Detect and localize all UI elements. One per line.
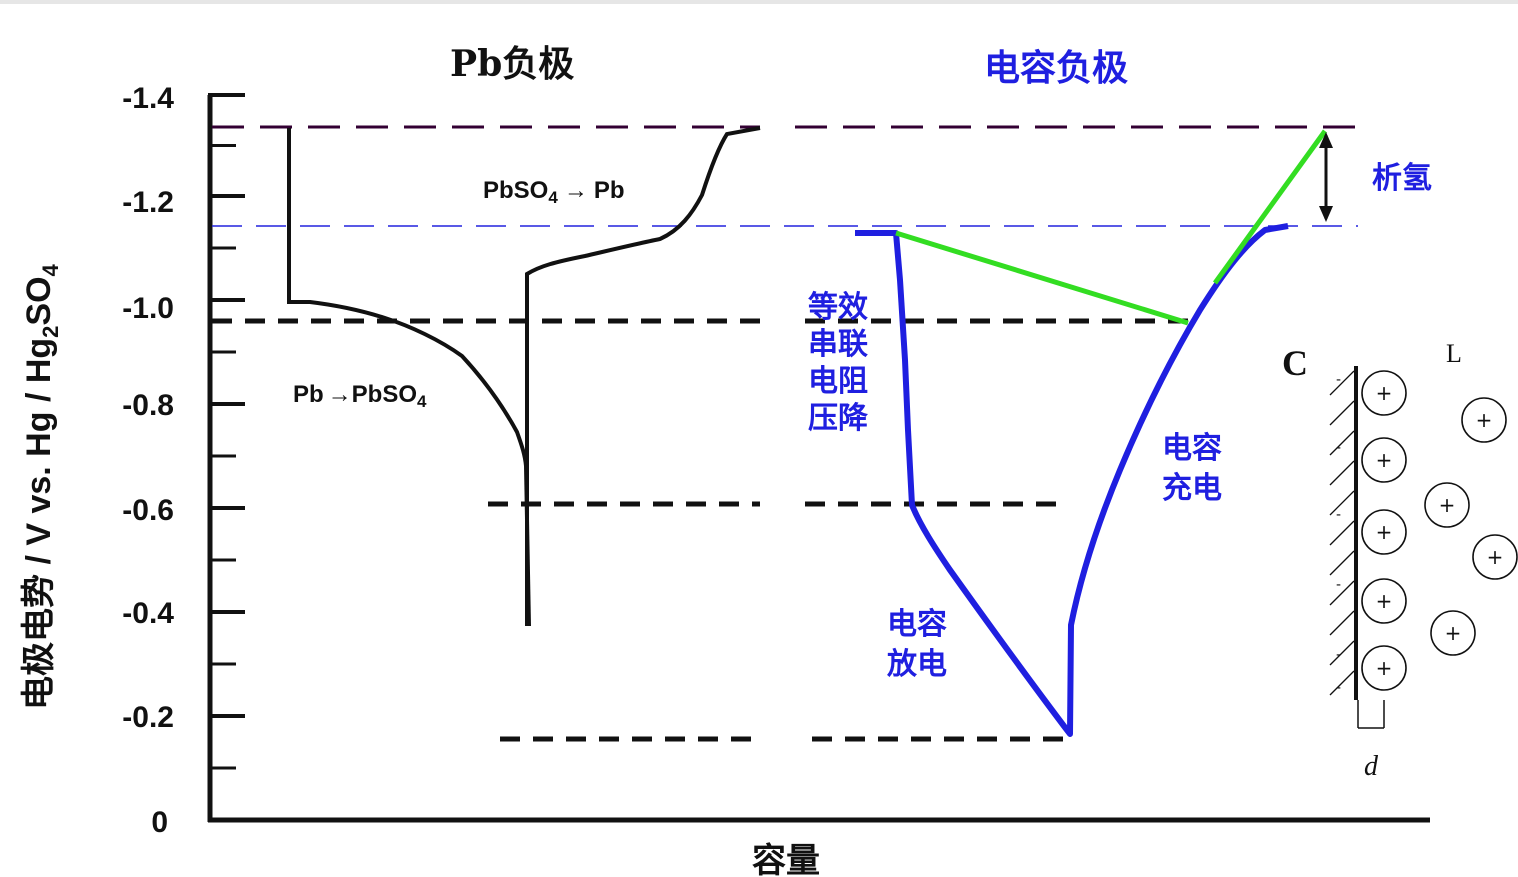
svg-text:+: + <box>1439 493 1456 517</box>
hatch-line <box>1329 580 1355 606</box>
negative-charge: - <box>1336 440 1341 456</box>
hatch-line <box>1329 550 1355 576</box>
svg-text:+: + <box>1376 589 1393 613</box>
cap-discharge-line: 电容 <box>887 607 947 642</box>
positive-ion-icon: + <box>1361 370 1407 416</box>
double-layer-c-label: C <box>1282 343 1308 383</box>
esr-label: 等效 串联 电阻 压降 <box>808 290 869 436</box>
double-layer-inset: C L - - - - - - + + + + + + + + + d <box>1282 339 1518 782</box>
axes <box>207 93 1430 823</box>
svg-text:+: + <box>1376 448 1393 472</box>
ir-drop-line-discharge <box>895 230 1189 326</box>
y-ticks <box>208 93 245 822</box>
pb-charge-curve <box>525 126 761 626</box>
ytick-label: -0.8 <box>122 389 174 422</box>
ytick-label: -1.2 <box>122 186 174 219</box>
surface-charges: - - - - - - <box>1336 372 1341 696</box>
ytick-label: -1.4 <box>122 82 174 115</box>
hatch-line <box>1329 460 1355 486</box>
hatch-line <box>1329 670 1355 696</box>
hatch-line <box>1329 640 1355 666</box>
capacitor-charge-label: 电容 充电 <box>1162 431 1222 506</box>
svg-text:+: + <box>1476 408 1493 432</box>
hydrogen-arrow-up-icon <box>1319 132 1333 148</box>
ytick-label: 0 <box>151 806 168 839</box>
cap-charge-line: 电容 <box>1162 431 1222 466</box>
hatch-line <box>1329 370 1355 396</box>
svg-text:+: + <box>1376 381 1393 405</box>
positive-ion-icon: + <box>1361 437 1407 483</box>
negative-charge: - <box>1336 372 1341 388</box>
positive-ion-icon: + <box>1361 578 1407 624</box>
cap-discharge-line: 放电 <box>886 647 947 682</box>
hatch-line <box>1329 610 1355 636</box>
svg-text:+: + <box>1376 520 1393 544</box>
capacitor-discharge-label: 电容 放电 <box>886 607 947 682</box>
hatch-line <box>1329 520 1355 546</box>
negative-charge: - <box>1336 507 1341 523</box>
negative-charge: - <box>1336 577 1341 593</box>
positive-ion-icon: + <box>1461 397 1507 443</box>
cap-charge-line: 充电 <box>1162 471 1222 506</box>
positive-ion-icon: + <box>1361 509 1407 555</box>
esr-label-line: 等效 <box>808 290 868 325</box>
negative-charge: - <box>1336 647 1341 663</box>
capacitor-curve <box>855 223 1289 737</box>
positive-ion-icon: + <box>1430 610 1476 656</box>
ir-drop-line-charge <box>1212 129 1328 285</box>
title-capacitor-negative: 电容负极 <box>984 47 1128 89</box>
hatch-line <box>1329 430 1355 456</box>
ytick-label: -0.6 <box>122 494 174 527</box>
pb-discharge-curve <box>287 128 528 467</box>
svg-text:+: + <box>1376 656 1393 680</box>
hatch-line <box>1329 400 1355 426</box>
y-tick-labels: 0 -0.2 -0.4 -0.6 -0.8 -1.0 -1.2 -1.4 <box>122 82 174 839</box>
positive-ion-icon: + <box>1361 645 1407 691</box>
y-axis-title: 电极电势 / V vs. Hg / Hg2SO4 <box>20 263 63 710</box>
top-border <box>0 0 1518 4</box>
ytick-label: -0.2 <box>122 701 174 734</box>
electrode-hatching <box>1329 370 1355 696</box>
ions: + + + + + + + + + <box>1361 370 1518 691</box>
reaction-charge-label: PbSO4 → Pb <box>483 177 624 207</box>
x-axis-title: 容量 <box>752 841 820 877</box>
double-layer-d-label: d <box>1364 751 1379 782</box>
svg-text:+: + <box>1487 545 1504 569</box>
reaction-discharge-label: Pb →PbSO4 <box>293 381 427 411</box>
negative-charge: - <box>1336 680 1341 696</box>
esr-label-line: 电阻 <box>808 364 868 399</box>
hydrogen-arrow-down-icon <box>1319 206 1333 222</box>
esr-label-line: 压降 <box>808 401 869 436</box>
positive-ion-icon: + <box>1472 534 1518 580</box>
svg-text:+: + <box>1445 621 1462 645</box>
hatch-line <box>1329 490 1355 516</box>
ytick-label: -1.0 <box>122 292 174 325</box>
hydrogen-evolution-label: 析氢 <box>1372 161 1432 196</box>
ytick-label: -0.4 <box>122 597 174 630</box>
double-layer-l-label: L <box>1446 339 1462 368</box>
title-pb-negative: Pb负极 <box>450 43 574 85</box>
esr-label-line: 串联 <box>808 327 868 362</box>
positive-ion-icon: + <box>1424 482 1470 528</box>
